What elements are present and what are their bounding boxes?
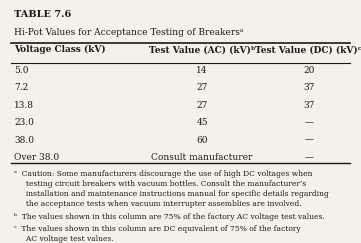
Text: Test Value (DC) (kV)ᶜ: Test Value (DC) (kV)ᶜ bbox=[255, 45, 361, 54]
Text: Test Value (AC) (kV)ᵇ: Test Value (AC) (kV)ᵇ bbox=[149, 45, 255, 54]
Text: 60: 60 bbox=[196, 136, 208, 145]
Text: Voltage Class (kV): Voltage Class (kV) bbox=[14, 45, 106, 54]
Text: 23.0: 23.0 bbox=[14, 118, 34, 127]
Text: 7.2: 7.2 bbox=[14, 83, 29, 92]
Text: Consult manufacturer: Consult manufacturer bbox=[152, 153, 253, 162]
Text: ᵃ  Caution: Some manufacturers discourage the use of high DC voltages when
     : ᵃ Caution: Some manufacturers discourage… bbox=[14, 170, 329, 208]
Text: —: — bbox=[304, 118, 313, 127]
Text: 27: 27 bbox=[196, 83, 208, 92]
Text: 38.0: 38.0 bbox=[14, 136, 34, 145]
Text: 20: 20 bbox=[303, 66, 314, 75]
Text: —: — bbox=[304, 153, 313, 162]
Text: ᶜ  The values shown in this column are DC equivalent of 75% of the factory
     : ᶜ The values shown in this column are DC… bbox=[14, 225, 301, 243]
Text: 45: 45 bbox=[196, 118, 208, 127]
Text: TABLE 7.6: TABLE 7.6 bbox=[14, 10, 72, 19]
Text: 5.0: 5.0 bbox=[14, 66, 29, 75]
Text: Hi-Pot Values for Acceptance Testing of Breakersᵃ: Hi-Pot Values for Acceptance Testing of … bbox=[14, 28, 244, 37]
Text: Over 38.0: Over 38.0 bbox=[14, 153, 60, 162]
Text: —: — bbox=[304, 136, 313, 145]
Text: 13.8: 13.8 bbox=[14, 101, 34, 110]
Text: 37: 37 bbox=[303, 101, 314, 110]
Text: ᵇ  The values shown in this column are 75% of the factory AC voltage test values: ᵇ The values shown in this column are 75… bbox=[14, 213, 325, 221]
Text: 37: 37 bbox=[303, 83, 314, 92]
Text: 14: 14 bbox=[196, 66, 208, 75]
Text: 27: 27 bbox=[196, 101, 208, 110]
